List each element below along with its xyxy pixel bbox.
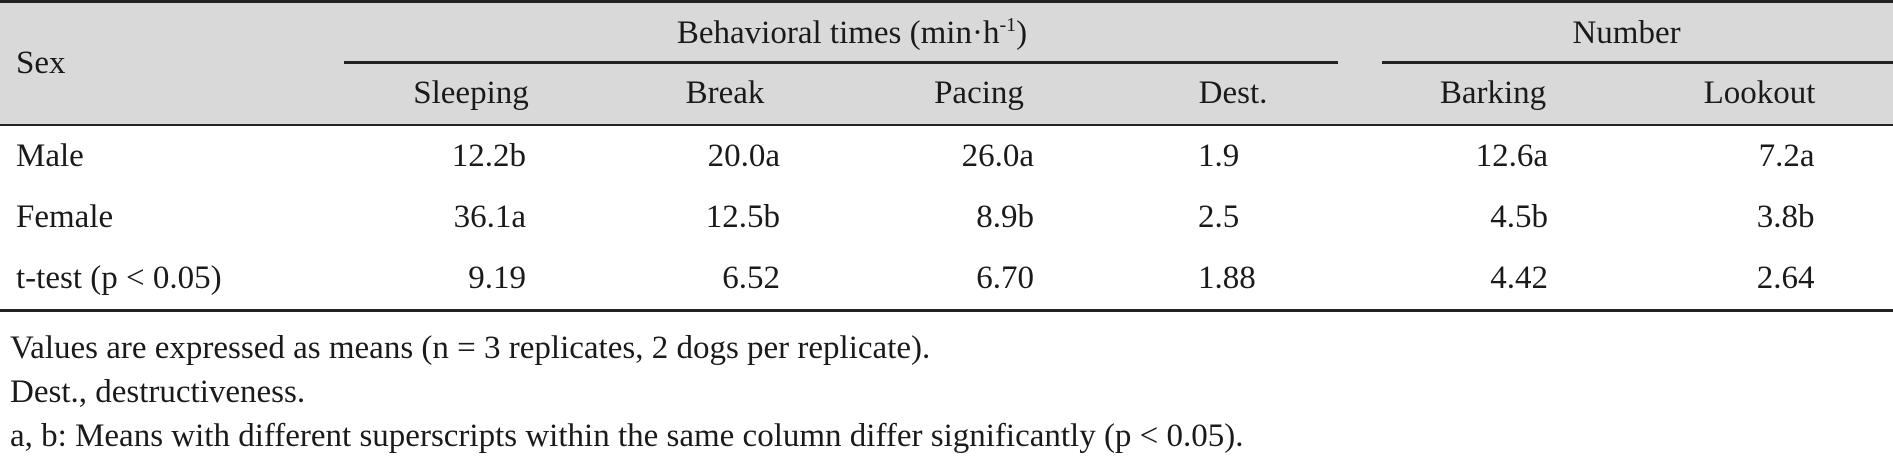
- cell-value: 26.0a: [961, 137, 1034, 174]
- footnote-means: Values are expressed as means (n = 3 rep…: [10, 330, 931, 366]
- column-header-dest: Dest.: [1106, 63, 1361, 126]
- behavior-table: Sex Behavioral times (min·h-1) Number Sl…: [0, 0, 1893, 312]
- behavioral-times-label: Behavioral times (min·h: [676, 15, 1000, 52]
- sex-header: Sex: [0, 0, 344, 126]
- cell-value: 2.5: [1198, 199, 1240, 235]
- cell-value: 4.5b: [1490, 199, 1549, 235]
- cell-value: 3.8b: [1756, 199, 1815, 235]
- cell-value: 1.9: [1198, 137, 1240, 174]
- column-header-sleeping: Sleeping: [344, 63, 598, 126]
- cell-value: 7.2a: [1758, 137, 1815, 174]
- cell-value: 1.88: [1198, 260, 1256, 297]
- group-underline: [1382, 60, 1893, 64]
- table-cell: 9.19: [344, 248, 598, 312]
- row-label: Male: [16, 137, 84, 174]
- table-footnotes: Values are expressed as means (n = 3 rep…: [10, 326, 1244, 458]
- cell-value: 36.1a: [453, 199, 526, 235]
- table-cell: 1.88: [1106, 248, 1361, 312]
- group-underline: [344, 60, 1339, 64]
- column-header-pacing: Pacing: [852, 63, 1106, 126]
- cell-value: 12.2b: [451, 137, 526, 174]
- table-cell: 7.2a: [1626, 125, 1893, 187]
- table-cell: 1.9: [1106, 125, 1360, 187]
- behavioral-times-header: Behavioral times (min·h-1): [344, 0, 1361, 64]
- table-cell: 4.5b: [1360, 187, 1626, 249]
- behavioral-times-close: ): [1016, 15, 1028, 52]
- cell-value: 6.52: [722, 260, 780, 297]
- table-cell: 4.42: [1360, 248, 1627, 312]
- table-cell: 2.64: [1626, 248, 1893, 312]
- column-header-barking: Barking: [1360, 63, 1627, 126]
- cell-value: 12.6a: [1475, 137, 1549, 174]
- number-label: Number: [1572, 14, 1681, 51]
- row-label: Female: [16, 199, 114, 235]
- header-row-groups: Sex Behavioral times (min·h-1) Number: [0, 0, 1893, 126]
- header-row-columns: Sleeping Break Pacing Dest. Barking Look…: [0, 63, 1893, 126]
- footnote-dest: Dest., destructiveness.: [10, 374, 306, 410]
- table-cell: 6.52: [598, 248, 852, 312]
- footnote-superscripts: a, b: Means with different superscripts …: [10, 418, 1244, 454]
- number-header: Number: [1360, 0, 1893, 64]
- data-table-container: Sex Behavioral times (min·h-1) Number Sl…: [0, 0, 1893, 312]
- row-label: t-test (p < 0.05): [0, 248, 344, 312]
- table-cell: 8.9b: [852, 187, 1106, 249]
- cell-value: 20.0a: [707, 137, 780, 174]
- table-cell: 12.2b: [344, 125, 598, 187]
- cell-value: 2.64: [1756, 260, 1815, 297]
- table-cell: 6.70: [852, 248, 1106, 312]
- cell-value: 12.5b: [705, 199, 780, 235]
- table-row-female: Female 36.1a 12.5b 8.9b 2.5 4.5b 3.8b: [0, 187, 1893, 249]
- behavioral-times-exponent: -1: [999, 14, 1017, 37]
- table-cell: 26.0a: [852, 125, 1106, 187]
- table-cell: 36.1a: [344, 187, 598, 249]
- column-header-break: Break: [598, 63, 852, 126]
- table-row-male: Male 12.2b 20.0a 26.0a 1.9 12.6a 7.2a: [0, 125, 1893, 187]
- cell-value: 8.9b: [976, 199, 1034, 235]
- table-cell: 20.0a: [598, 125, 852, 187]
- cell-value: 6.70: [976, 260, 1034, 297]
- table-cell: 12.6a: [1360, 125, 1626, 187]
- table-row-ttest: t-test (p < 0.05) 9.19 6.52 6.70 1.88 4.…: [0, 248, 1893, 312]
- cell-value: 4.42: [1490, 260, 1549, 297]
- table-cell: 12.5b: [598, 187, 852, 249]
- column-header-lookout: Lookout: [1626, 63, 1893, 126]
- table-cell: 3.8b: [1626, 187, 1893, 249]
- cell-value: 9.19: [468, 260, 526, 297]
- table-cell: 2.5: [1106, 187, 1360, 249]
